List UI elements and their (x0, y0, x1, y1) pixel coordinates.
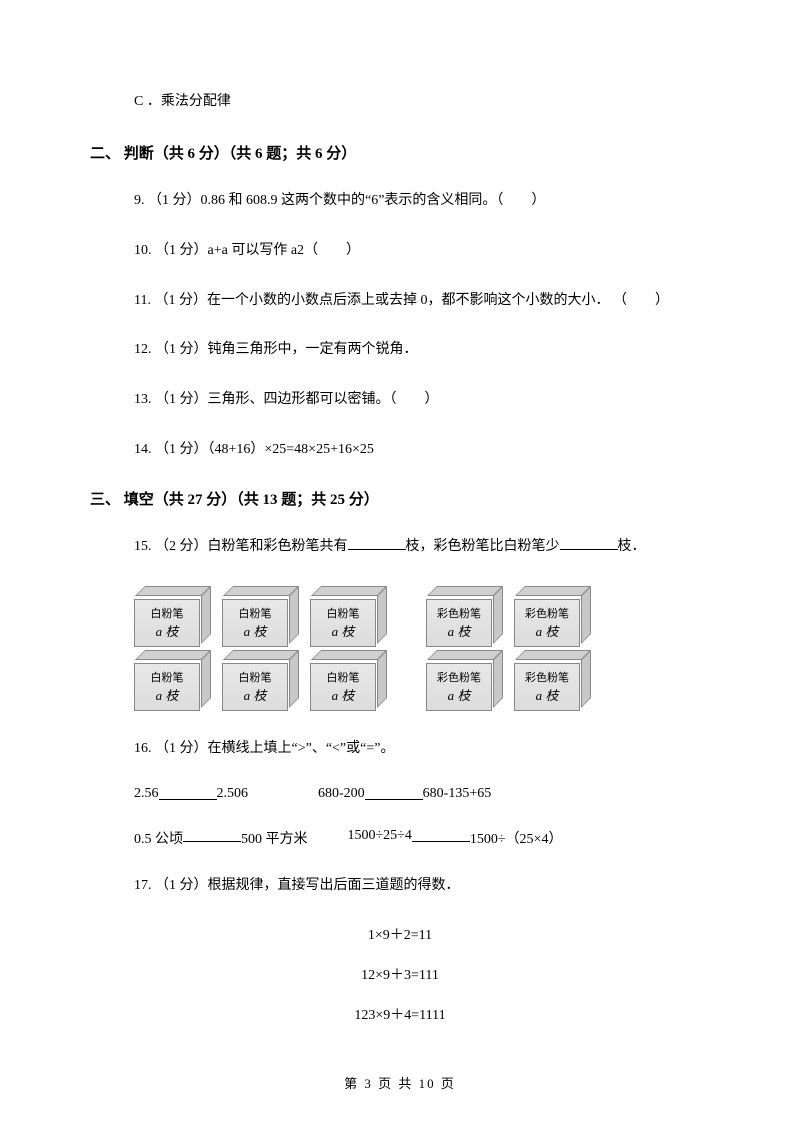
color-chalk-box: 彩色粉笔a 枝 (514, 595, 588, 647)
footer-current-page: 3 (364, 1076, 373, 1091)
white-chalk-box: 白粉笔a 枝 (222, 595, 296, 647)
footer-pre: 第 (344, 1076, 364, 1091)
footer-post: 页 (436, 1076, 456, 1091)
q16-row-2: 0.5 公顷 500 平方米 1500÷25÷4 1500÷（25×4） (134, 828, 710, 848)
section-3-title: 三、 填空（共 27 分）（共 13 题；共 25 分） (90, 488, 710, 509)
page-footer: 第 3 页 共 10 页 (0, 1073, 800, 1092)
color-chalk-group: 彩色粉笔a 枝彩色粉笔a 枝彩色粉笔a 枝彩色粉笔a 枝 (426, 585, 600, 711)
white-chalk-box: 白粉笔a 枝 (222, 659, 296, 711)
question-9: 9. （1 分）0.86 和 608.9 这两个数中的“6”表示的含义相同。（ … (134, 189, 710, 213)
question-11: 11. （1 分）在一个小数的小数点后添上或去掉 0，都不影响这个小数的大小． … (134, 289, 710, 313)
white-chalk-box: 白粉笔a 枝 (134, 595, 208, 647)
white-chalk-box: 白粉笔a 枝 (134, 659, 208, 711)
white-chalk-box: 白粉笔a 枝 (310, 659, 384, 711)
question-17-stem: 17. （1 分）根据规律，直接写出后面三道题的得数． (134, 874, 710, 898)
q16-r1b-blank[interactable] (365, 786, 423, 800)
q15-post: 枝． (618, 539, 646, 554)
q16-r2b-left: 1500÷25÷4 (348, 828, 412, 848)
option-c: C ．乘法分配律 (134, 90, 710, 110)
q17-line-2: 12×9＋3=111 (90, 964, 710, 984)
q17-line-3: 123×9＋4=1111 (90, 1004, 710, 1024)
question-15: 15. （2 分）白粉笔和彩色粉笔共有 枝，彩色粉笔比白粉笔少 枝． (134, 535, 710, 559)
q16-r2a-right: 500 平方米 (241, 828, 308, 848)
q16-r1a-left: 2.56 (134, 786, 159, 802)
question-10: 10. （1 分）a+a 可以写作 a2（ ） (134, 239, 710, 263)
q16-row-1: 2.56 2.506 680-200 680-135+65 (134, 786, 710, 802)
white-chalk-group: 白粉笔a 枝白粉笔a 枝白粉笔a 枝白粉笔a 枝白粉笔a 枝白粉笔a 枝 (134, 585, 396, 711)
q16-r1a-right: 2.506 (217, 786, 249, 802)
q17-line-1: 1×9＋2=11 (90, 924, 710, 944)
color-chalk-box: 彩色粉笔a 枝 (426, 595, 500, 647)
question-13: 13. （1 分）三角形、四边形都可以密铺。（ ） (134, 388, 710, 412)
q15-blank-2[interactable] (560, 536, 618, 550)
footer-total-pages: 10 (419, 1076, 436, 1091)
q16-r2b-right: 1500÷（25×4） (470, 828, 563, 848)
q16-r1a-blank[interactable] (159, 786, 217, 800)
section-2-title: 二、 判断（共 6 分）（共 6 题；共 6 分） (90, 142, 710, 163)
q16-r2a-left: 0.5 公顷 (134, 828, 183, 848)
q15-blank-1[interactable] (348, 536, 406, 550)
question-16-stem: 16. （1 分）在横线上填上“>”、“<”或“=”。 (134, 737, 710, 761)
chalk-box-figure: 白粉笔a 枝白粉笔a 枝白粉笔a 枝白粉笔a 枝白粉笔a 枝白粉笔a 枝 彩色粉… (134, 585, 710, 711)
color-chalk-box: 彩色粉笔a 枝 (426, 659, 500, 711)
question-12: 12. （1 分）钝角三角形中，一定有两个锐角． (134, 338, 710, 362)
question-14: 14. （1 分）（48+16）×25=48×25+16×25 (134, 438, 710, 462)
q15-mid: 枝，彩色粉笔比白粉笔少 (406, 539, 560, 554)
q15-pre: 15. （2 分）白粉笔和彩色粉笔共有 (134, 539, 348, 554)
white-chalk-box: 白粉笔a 枝 (310, 595, 384, 647)
color-chalk-box: 彩色粉笔a 枝 (514, 659, 588, 711)
q16-r1b-right: 680-135+65 (423, 786, 492, 802)
q16-r1b-left: 680-200 (318, 786, 365, 802)
footer-mid: 页 共 (373, 1076, 419, 1091)
q16-r2a-blank[interactable] (183, 828, 241, 842)
q16-r2b-blank[interactable] (412, 828, 470, 842)
